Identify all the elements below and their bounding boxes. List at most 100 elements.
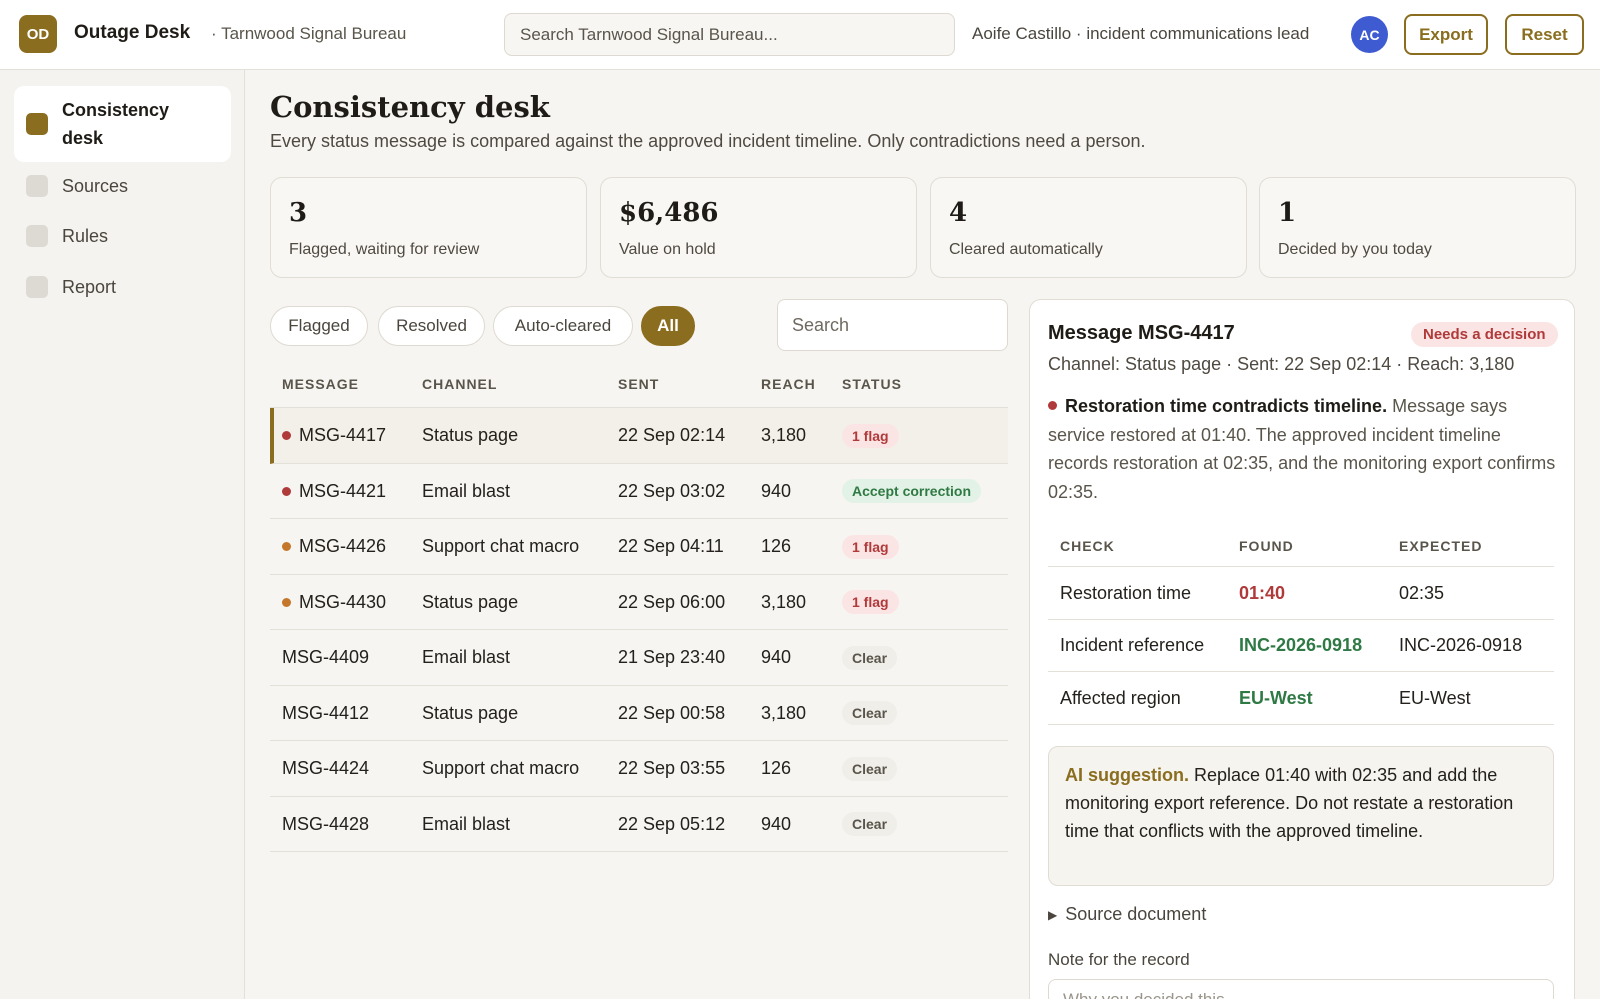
message-id: MSG-4421	[299, 480, 387, 501]
checks-header: CHECK FOUND EXPECTED	[1048, 524, 1554, 567]
reach-cell: 940	[761, 813, 792, 834]
table-row[interactable]: MSG-4409 Email blast 21 Sep 23:40 940 Cl…	[270, 630, 1008, 686]
reach-cell: 940	[761, 480, 792, 501]
status-cell: Clear	[842, 741, 898, 796]
reach-cell: 126	[761, 536, 792, 556]
reset-button[interactable]: Reset	[1505, 14, 1584, 55]
status-badge: Needs a decision	[1411, 322, 1558, 347]
avatar[interactable]: AC	[1351, 16, 1388, 53]
sidebar-item-sources[interactable]: Sources	[14, 172, 231, 200]
status-badge: Clear	[842, 645, 898, 670]
finding-text: Restoration time contradicts timeline. M…	[1048, 392, 1558, 506]
ai-suggestion-label: AI suggestion.	[1065, 765, 1190, 785]
nav-square-icon	[26, 175, 48, 197]
ai-suggestion-text: Replace 01:40 with 02:35 and add the mon…	[1065, 765, 1514, 841]
column-header-sent[interactable]: SENT	[618, 376, 660, 392]
sent-cell: 22 Sep 03:02	[618, 480, 726, 501]
table-row[interactable]: MSG-4424 Support chat macro 22 Sep 03:55…	[270, 741, 1008, 797]
stat-card-flagged: 3 Flagged, waiting for review	[270, 177, 587, 278]
filter-chip-all[interactable]: All	[641, 306, 695, 346]
message-id: MSG-4426	[299, 536, 387, 556]
global-search-input[interactable]: Search Tarnwood Signal Bureau...	[504, 13, 955, 56]
source-document-toggle[interactable]: ▶ Source document	[1048, 904, 1206, 925]
message-id: MSG-4430	[299, 591, 387, 612]
check-name: Restoration time	[1060, 582, 1192, 603]
status-cell: 1 flag	[842, 519, 899, 574]
page-title: Consistency desk	[270, 90, 550, 124]
status-badge: 1 flag	[842, 423, 899, 448]
table-row[interactable]: MSG-4417 Status page 22 Sep 02:14 3,180 …	[270, 408, 1008, 464]
column-header-message[interactable]: MESSAGE	[282, 376, 360, 392]
sidebar: Consistency desk Sources Rules Report	[0, 70, 245, 999]
column-header-expected: EXPECTED	[1399, 538, 1483, 554]
sent-cell: 22 Sep 06:00	[618, 591, 726, 612]
channel-cell: Email blast	[422, 480, 511, 501]
reach-cell: 3,180	[761, 591, 807, 612]
sent-cell: 22 Sep 05:12	[618, 813, 726, 834]
note-input[interactable]: Why you decided this	[1048, 979, 1554, 999]
reach-cell: 3,180	[761, 425, 807, 445]
status-badge: Clear	[842, 701, 898, 725]
column-header-status[interactable]: STATUS	[842, 376, 902, 392]
stat-value: 3	[289, 198, 308, 228]
message-id-cell: MSG-4430	[282, 575, 386, 630]
sidebar-item-consistency-desk[interactable]: Consistency desk	[14, 86, 231, 162]
filter-chip-flagged[interactable]: Flagged	[270, 306, 368, 346]
check-name: Incident reference	[1060, 635, 1205, 655]
reach-cell: 3,180	[761, 702, 807, 723]
status-badge: Clear	[842, 756, 898, 781]
flag-dot-icon	[282, 597, 291, 607]
flag-dot-icon	[1048, 400, 1057, 410]
check-found: 01:40	[1239, 582, 1286, 603]
check-expected: EU-West	[1399, 687, 1471, 708]
status-badge: 1 flag	[842, 534, 899, 559]
export-button[interactable]: Export	[1404, 14, 1488, 55]
stat-card-value-on-hold: $6,486 Value on hold	[600, 177, 917, 278]
sidebar-item-report[interactable]: Report	[14, 273, 231, 301]
sidebar-item-label: Sources	[62, 175, 129, 196]
stat-label: Value on hold	[619, 241, 716, 258]
channel-cell: Support chat macro	[422, 758, 580, 778]
table-row[interactable]: MSG-4412 Status page 22 Sep 00:58 3,180 …	[270, 686, 1008, 741]
table-row[interactable]: MSG-4426 Support chat macro 22 Sep 04:11…	[270, 519, 1008, 575]
source-document-label: Source document	[1065, 904, 1207, 924]
message-id-cell: MSG-4424	[282, 758, 370, 778]
table-row[interactable]: MSG-4428 Email blast 22 Sep 05:12 940 Cl…	[270, 797, 1008, 852]
reach-cell: 940	[761, 647, 792, 667]
message-id-cell: MSG-4428	[282, 813, 370, 834]
channel-cell: Status page	[422, 425, 519, 445]
sent-cell: 22 Sep 00:58	[618, 702, 726, 723]
column-header-channel[interactable]: CHANNEL	[422, 376, 498, 392]
message-detail-panel: Message MSG-4417 Needs a decision Channe…	[1029, 299, 1575, 999]
status-cell: 1 flag	[842, 408, 899, 463]
message-id-cell: MSG-4412	[282, 702, 370, 723]
table-row[interactable]: MSG-4421 Email blast 22 Sep 03:02 940 Ac…	[270, 464, 1008, 519]
table-row[interactable]: MSG-4430 Status page 22 Sep 06:00 3,180 …	[270, 575, 1008, 630]
stat-label: Cleared automatically	[949, 241, 1103, 258]
triangle-right-icon: ▶	[1048, 907, 1058, 922]
sidebar-item-label: Report	[62, 276, 117, 297]
stat-card-cleared: 4 Cleared automatically	[930, 177, 1247, 278]
detail-meta: Channel: Status page · Sent: 22 Sep 02:1…	[1048, 354, 1515, 374]
filter-chip-auto-cleared[interactable]: Auto-cleared	[493, 306, 633, 346]
channel-cell: Status page	[422, 702, 519, 723]
sidebar-item-rules[interactable]: Rules	[14, 222, 231, 250]
sent-cell: 22 Sep 03:55	[618, 758, 726, 778]
finding-body: Message says service restored at 01:40. …	[1048, 396, 1556, 502]
app-logo: OD	[19, 15, 57, 53]
flag-dot-icon	[282, 431, 291, 440]
status-cell: Accept correction	[842, 464, 982, 519]
sent-cell: 22 Sep 04:11	[618, 536, 724, 556]
nav-square-icon	[26, 225, 48, 247]
sent-cell: 22 Sep 02:14	[618, 425, 726, 445]
stat-label: Decided by you today	[1278, 241, 1432, 258]
stat-label: Flagged, waiting for review	[289, 241, 480, 258]
status-badge: Clear	[842, 812, 898, 836]
column-header-found: FOUND	[1239, 538, 1294, 554]
message-search-input[interactable]: Search	[777, 299, 1008, 351]
column-header-reach[interactable]: REACH	[761, 376, 816, 392]
message-id-cell: MSG-4421	[282, 464, 386, 519]
checks-table: CHECK FOUND EXPECTED Restoration time 01…	[1048, 524, 1554, 725]
check-name: Affected region	[1060, 687, 1181, 708]
filter-chip-resolved[interactable]: Resolved	[378, 306, 485, 346]
